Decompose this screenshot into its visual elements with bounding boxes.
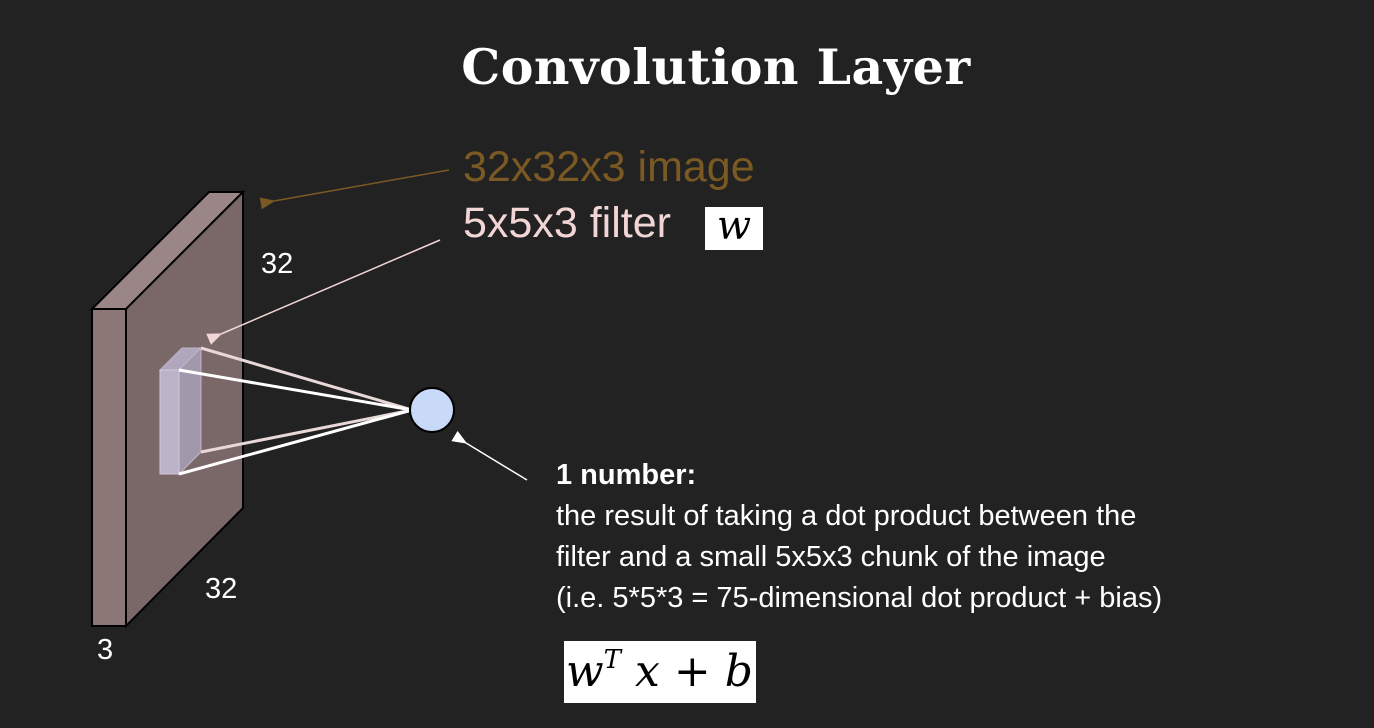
filter-front-face [159,369,180,475]
dimension-width-label: 32 [205,573,238,605]
formula-box: wT x + b [564,641,756,703]
image-label-arrow [259,169,450,210]
projection-line-2 [178,368,413,412]
formula-w: w [566,646,604,697]
output-description-line-1: the result of taking a dot product betwe… [556,500,1137,532]
projection-line-3 [200,408,413,454]
formula-transpose: T [603,645,622,675]
projection-lines [178,346,413,476]
filter-side-face [178,346,202,476]
projection-line-4 [178,408,413,476]
filter-block [158,346,203,476]
input-volume-front-face [91,308,127,627]
slide-title: Convolution Layer [461,38,971,96]
projection-line-1 [200,346,413,412]
image-size-label: 32x32x3 image [463,143,755,191]
dimension-height-label: 32 [261,248,294,280]
formula-plus: + [673,646,711,697]
output-description-heading: 1 number: [556,459,697,491]
output-neuron [409,387,455,433]
filter-size-label: 5x5x3 filter [463,199,671,247]
output-description-line-3: (i.e. 5*5*3 = 75-dimensional dot product… [556,582,1163,614]
output-description-line-2: filter and a small 5x5x3 chunk of the im… [556,541,1106,573]
output-label-arrow [451,430,528,481]
formula-x: x [635,646,660,697]
formula-b: b [724,646,753,697]
filter-label-arrow [206,239,441,345]
dimension-depth-label: 3 [97,634,114,666]
output-description: 1 number: the result of taking a dot pro… [556,455,1162,619]
filter-symbol-box: w [705,206,763,250]
